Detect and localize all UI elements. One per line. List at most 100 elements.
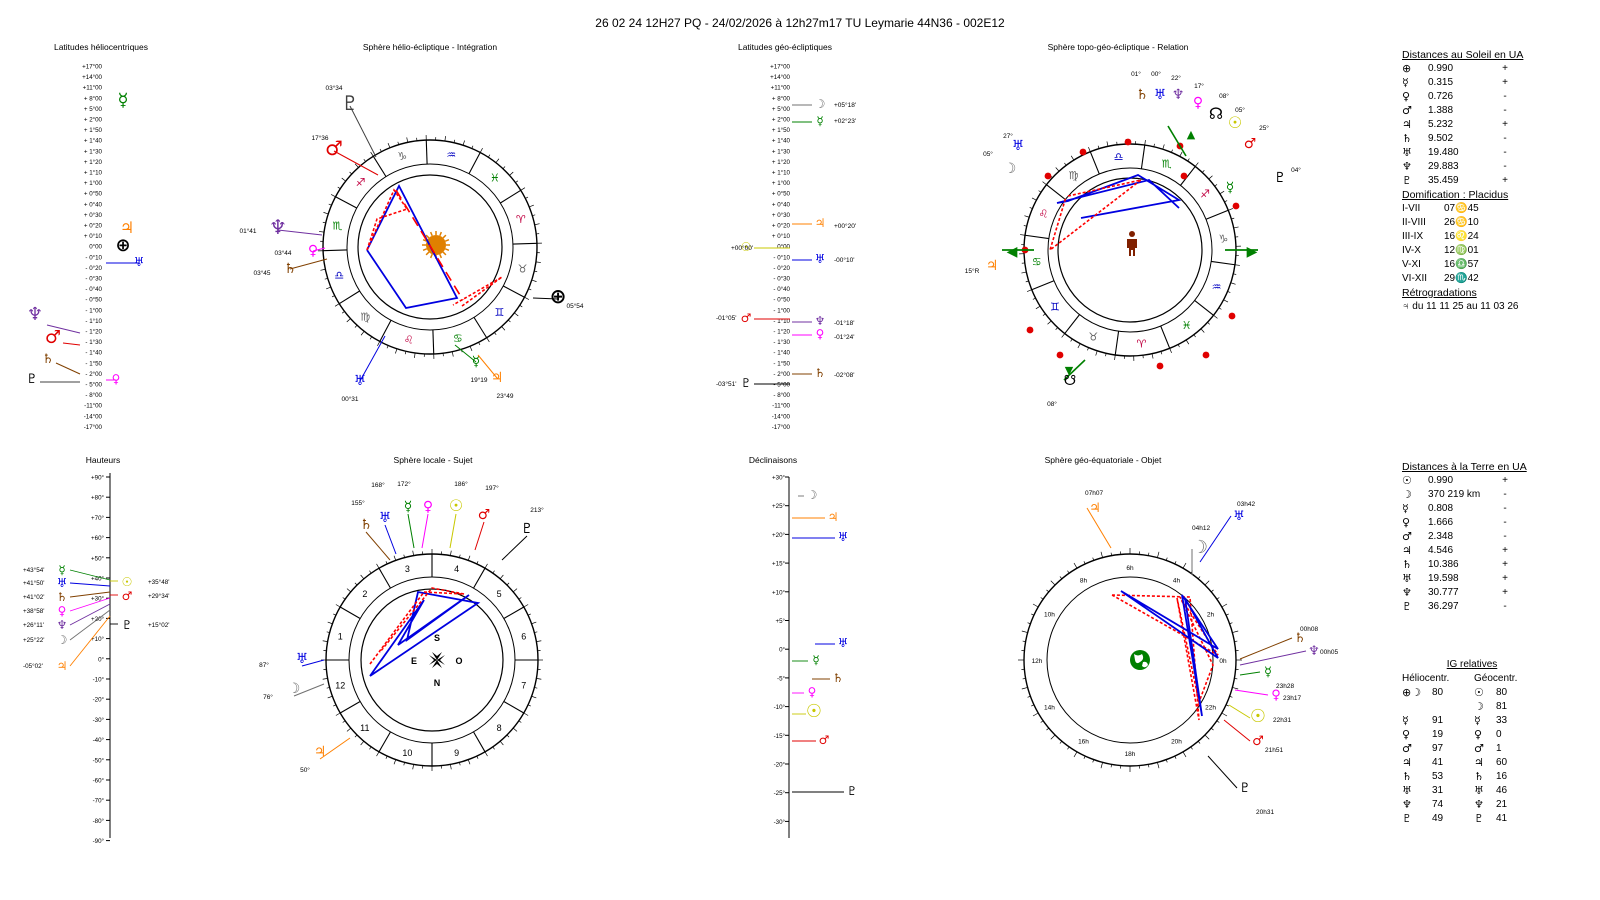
equ-hour-tick: [1032, 712, 1039, 717]
ig-title: IG relatives: [1446, 659, 1498, 670]
helio-lat-scale-tick-label: - 1°50: [85, 360, 102, 367]
height-label: +25°22': [23, 636, 44, 644]
helio-planet-glyph: ♇: [341, 91, 359, 115]
local-degree-tick: [322, 640, 328, 642]
helio-wheel-sign-divider: [425, 140, 428, 165]
helio-wheel-degree-tick: [471, 145, 474, 149]
ig-row: ♀ 19 ♀ 0: [1402, 728, 1542, 742]
helio-wheel-sign-glyph: ♏: [332, 220, 342, 233]
geo-lat-scale-tick-label: + 0°10: [772, 233, 791, 240]
heights-tick-label: -30°: [93, 717, 105, 724]
helio-wheel-degree-tick: [395, 348, 398, 354]
topo-degree-label: 04°: [1291, 166, 1301, 174]
planet-glyph: ☉: [1402, 474, 1412, 487]
saturn-lat-line: [55, 362, 81, 375]
equ-hour-label-planet: 23h17: [1283, 695, 1301, 702]
decl-tick-label: +15°: [772, 561, 785, 568]
distance-value: 29.883: [1428, 161, 1459, 172]
topo-wheel-sign-divider: [1064, 314, 1080, 334]
sun-ray: [429, 253, 433, 259]
helio-planet-connector: [477, 354, 498, 379]
geo-lat-scale-tick-label: - 0°30: [773, 276, 790, 283]
helio-lat-scale-tick-label: + 0°40: [84, 201, 103, 208]
equ-hour-tick: [1174, 561, 1177, 565]
local-degree-tick: [534, 631, 538, 633]
helio-lat-scale-tick-label: + 8°00: [84, 95, 103, 102]
topo-wheel-degree-tick: [1213, 314, 1218, 319]
panel-title-p7: Déclinaisons: [749, 455, 797, 465]
horizon-arrow-left: ◀: [1007, 244, 1018, 260]
trend-sign: -: [1503, 161, 1507, 172]
height-label: +38°58': [23, 607, 44, 615]
local-outer-circle: [325, 553, 539, 767]
earth-distance-row: ♆ 30.777 +: [1402, 586, 1552, 600]
distance-value: 4.546: [1428, 545, 1454, 556]
equ-hour-label: 8h: [1080, 577, 1088, 584]
equ-hour-tick: [1210, 589, 1214, 593]
decl-tick-label: -25°: [774, 790, 786, 797]
helio-planet-connector: [454, 344, 477, 363]
topo-wheel-degree-tick: [1024, 215, 1030, 218]
geo-lat-scale-tick-label: - 0°40: [773, 286, 790, 293]
helio-wheel-degree-tick: [534, 223, 540, 226]
equ-hour-tick: [1190, 746, 1193, 750]
height-glyph: ♂: [122, 589, 133, 603]
local-degree-label: 87°: [259, 661, 269, 669]
local-planet-connector: [293, 683, 325, 697]
height-label: +35°48': [148, 578, 169, 586]
helio-lat-scale-tick-label: - 1°30: [85, 339, 102, 346]
local-degree-tick: [327, 621, 333, 625]
topo-wheel-sign-glyph: ♎: [1114, 151, 1124, 164]
topo-wheel-degree-tick: [1218, 307, 1222, 310]
trend-sign: +: [1502, 77, 1508, 88]
heights-tick-label: -20°: [93, 697, 105, 704]
ig-row: ♅ 31 ♅ 46: [1402, 784, 1542, 798]
equ-hour-label: 10h: [1044, 612, 1055, 619]
helio-wheel-degree-tick: [525, 196, 529, 199]
equ-planet-connector: [1234, 689, 1269, 696]
geo-value: 60: [1496, 757, 1508, 768]
equ-hour-tick: [1092, 557, 1095, 561]
house-pair: V-XI: [1402, 259, 1421, 270]
decl-glyph: ♇: [847, 784, 858, 798]
distance-value: 1.666: [1428, 517, 1454, 528]
geo-lat-glyph: ♇: [741, 376, 752, 390]
geo-value: 81: [1496, 701, 1508, 712]
helio-value: 74: [1432, 799, 1444, 810]
helio-wheel-degree-tick: [354, 325, 358, 328]
local-degree-tick: [393, 759, 397, 765]
local-degree-tick: [492, 570, 495, 574]
decl-glyph: ♃: [828, 510, 839, 524]
cusp-value: 29♏42: [1444, 273, 1479, 284]
topo-wheel-degree-tick: [1020, 234, 1026, 236]
sun-distance-row: ♅ 19.480 -: [1402, 146, 1552, 160]
local-degree-tick: [326, 687, 330, 689]
equ-planet-glyph: ♀: [1271, 688, 1281, 703]
equ-hour-tick: [1216, 720, 1220, 723]
equ-hour-tick: [1092, 759, 1095, 763]
topo-wheel-sign-glyph: ♊: [1050, 301, 1060, 314]
height-connector: [69, 582, 111, 587]
decl-glyph: ♂: [819, 733, 830, 747]
topo-wheel-degree-tick: [1160, 351, 1163, 355]
helio-lat-scale-tick-label: - 2°00: [85, 371, 102, 378]
local-degree-tick: [492, 746, 495, 750]
geo-value: 33: [1496, 715, 1508, 726]
equ-hour-label-planet: 00h08: [1300, 626, 1318, 633]
distance-value: 2.348: [1428, 531, 1454, 542]
equ-planet-connector: [1223, 719, 1251, 742]
earth-distance-title: Distances à la Terre en UA: [1402, 461, 1527, 473]
helio-wheel-degree-tick: [529, 204, 534, 208]
heights-tick-label: -50°: [93, 757, 105, 764]
sun-ray: [425, 251, 430, 256]
equ-hour-tick: [1221, 712, 1228, 717]
earth-glyph: ⊕: [115, 235, 130, 256]
topo-wheel-sign-divider: [1114, 331, 1120, 356]
helio-lat-scale-tick-label: - 0°50: [85, 297, 102, 304]
earth-continents-icon: [1134, 654, 1148, 668]
equ-hour-tick: [1234, 640, 1238, 642]
topo-wheel-degree-tick: [1087, 347, 1089, 351]
geo-value: 1: [1496, 743, 1502, 754]
planet-glyph: ♂: [1402, 104, 1412, 117]
